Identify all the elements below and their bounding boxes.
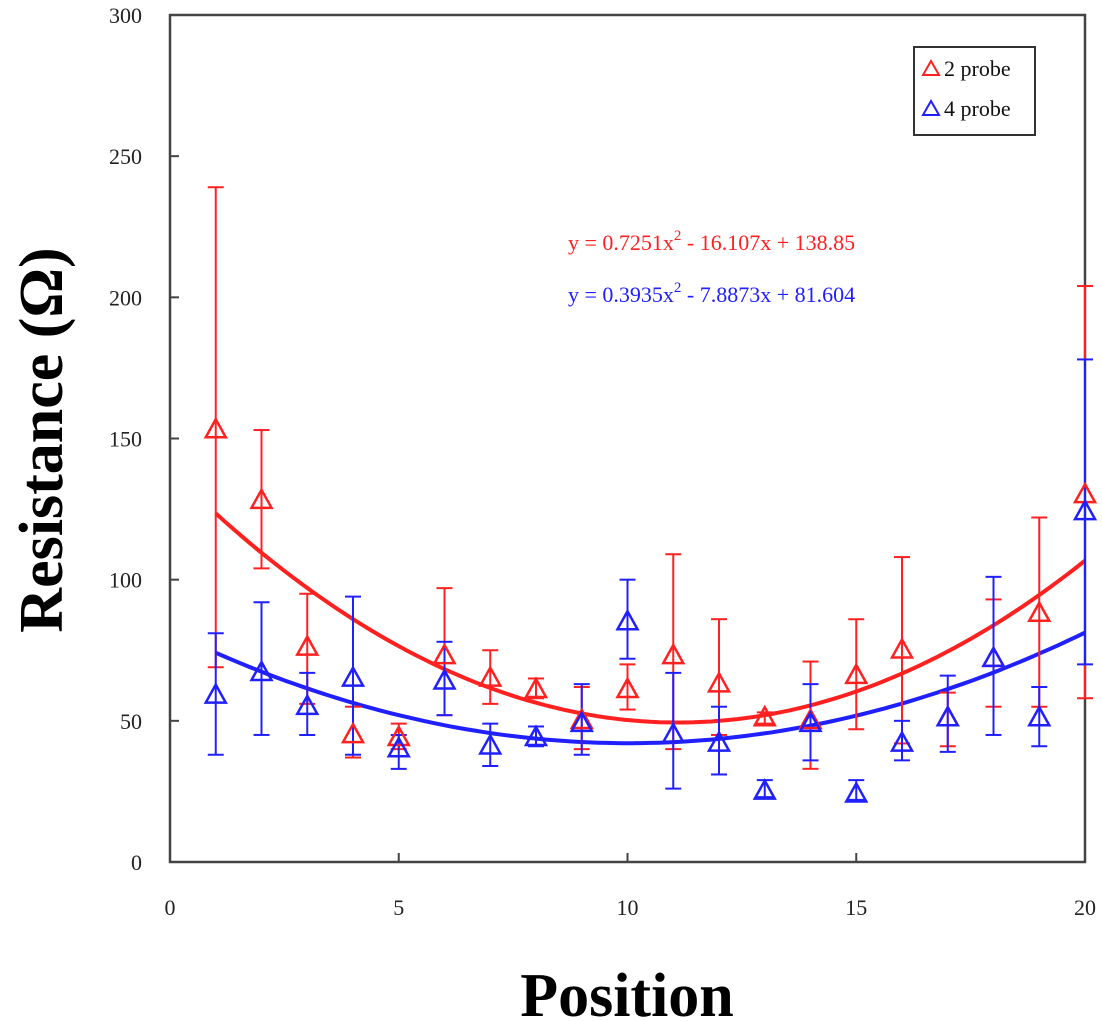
x-axis-title: Position (520, 962, 734, 1021)
data-point-2-probe (798, 707, 823, 730)
data-point-2-probe (569, 707, 594, 730)
y-tick-label: 150 (109, 427, 142, 452)
error-bar-4-probe (207, 632, 224, 756)
data-point-4-probe (295, 693, 320, 716)
error-bar-4-probe (939, 674, 956, 753)
error-bar-4-probe (345, 595, 361, 756)
data-point-4-probe (661, 721, 686, 744)
error-bar-2-probe (253, 429, 270, 570)
error-bar-2-probe (756, 711, 773, 725)
data-point-4-probe (1072, 498, 1098, 521)
x-tick-label: 5 (393, 895, 404, 920)
data-point-2-probe (1027, 600, 1052, 622)
legend: 2 probe 4 probe (913, 46, 1036, 136)
error-bar-4-probe (253, 601, 270, 736)
x-tick-label: 10 (617, 895, 639, 920)
x-tick-label: 0 (165, 895, 176, 920)
data-point-4-probe (569, 710, 594, 733)
data-point-2-probe (523, 676, 549, 699)
data-point-4-probe (706, 730, 732, 752)
y-tick-label: 50 (120, 709, 142, 734)
data-point-2-probe (432, 642, 457, 665)
data-markers (203, 416, 1098, 803)
data-point-4-probe (798, 710, 823, 733)
error-bar-4-probe (665, 671, 682, 790)
y-axis-title: Resistance (Ω) (8, 247, 76, 632)
legend-label-2-probe: 2 probe (944, 56, 1011, 81)
fit-equation-4-probe: y = 0.3935x2 - 7.8873x + 81.604 (568, 280, 855, 307)
error-bar-4-probe (894, 719, 910, 762)
legend-item-4-probe: 4 probe (921, 96, 1011, 121)
legend-box (913, 46, 1036, 136)
x-tick-label: 15 (845, 895, 867, 920)
error-bar-4-probe (436, 640, 453, 717)
trendline-2-probe (214, 511, 1087, 725)
data-point-2-probe (661, 642, 686, 665)
fit-equations: y = 0.7251x2 - 16.107x + 138.85 y = 0.39… (568, 228, 855, 307)
legend-marker-2-probe (921, 58, 941, 76)
fit-equation-2-probe: y = 0.7251x2 - 16.107x + 138.85 (568, 228, 855, 255)
data-point-4-probe (203, 682, 228, 704)
y-tick-label: 250 (109, 144, 142, 169)
data-point-4-probe (340, 665, 366, 687)
error-bar-2-probe (619, 663, 636, 711)
error-bar-4-probe (802, 683, 819, 762)
data-point-2-probe (249, 487, 274, 510)
data-point-2-probe (615, 676, 640, 699)
data-point-4-probe (478, 732, 503, 755)
data-point-2-probe (295, 634, 320, 656)
error-bar-4-probe (985, 575, 1002, 736)
data-point-4-probe (889, 730, 915, 752)
data-point-4-probe (981, 645, 1006, 668)
trendlines (214, 511, 1087, 746)
data-point-4-probe (615, 608, 640, 631)
legend-label-4-probe: 4 probe (944, 96, 1011, 121)
y-tick-label: 200 (109, 285, 142, 310)
error-bar-4-probe (482, 722, 499, 768)
error-bar-2-probe (848, 618, 865, 731)
error-bar-4-probe (619, 578, 636, 660)
data-point-4-probe (249, 659, 274, 682)
y-tick-label: 100 (109, 568, 142, 593)
data-point-2-probe (478, 665, 503, 687)
y-tick-labels: 0 50 100 150 200 250 300 (109, 3, 142, 875)
data-point-2-probe (386, 724, 411, 747)
data-point-2-probe (844, 662, 869, 685)
data-point-4-probe (386, 735, 411, 758)
data-point-2-probe (889, 636, 915, 659)
legend-marker-4-probe (921, 98, 941, 116)
data-point-4-probe (752, 778, 777, 800)
x-tick-label: 20 (1074, 895, 1096, 920)
data-point-4-probe (935, 704, 960, 727)
data-point-4-probe (432, 667, 457, 690)
error-bar-2-probe (482, 649, 499, 705)
data-point-4-probe (523, 724, 549, 747)
error-bars (207, 186, 1093, 801)
data-point-2-probe (752, 704, 777, 727)
error-bar-4-probe (573, 683, 590, 756)
data-point-4-probe (844, 780, 869, 803)
y-tick-label: 300 (109, 3, 142, 28)
error-bar-4-probe (711, 705, 727, 776)
x-tick-labels: 0 5 10 15 20 (165, 895, 1097, 920)
legend-item-2-probe: 2 probe (921, 56, 1011, 81)
y-tick-label: 0 (131, 850, 142, 875)
error-bar-4-probe (1077, 358, 1093, 666)
data-point-2-probe (706, 670, 732, 693)
data-point-4-probe (1027, 704, 1052, 727)
error-bar-4-probe (1031, 685, 1048, 748)
data-point-2-probe (203, 416, 228, 439)
error-bar-4-probe (299, 671, 316, 736)
data-point-2-probe (340, 721, 366, 744)
